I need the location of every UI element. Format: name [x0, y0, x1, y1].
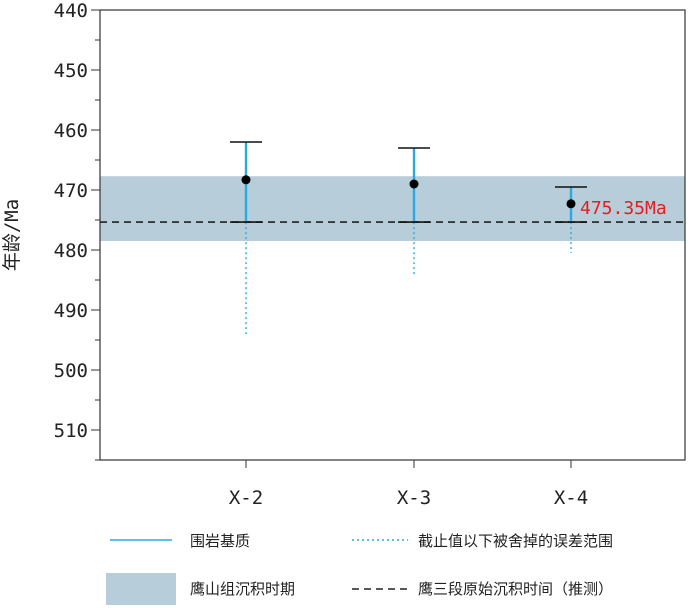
reference-line-label: 475.35Ma	[580, 198, 667, 219]
legend-label-deposition-time: 鹰三段原始沉积时间（推测）	[418, 580, 613, 598]
data-point	[566, 199, 576, 209]
legend-label-deposition-period: 鹰山组沉积时期	[190, 580, 295, 598]
y-tick-label: 480	[54, 240, 88, 262]
plot-area: 440 450 460 470 480 490 500 510 年龄/Ma X-2 X-3 X-4 47…	[1, 0, 686, 509]
x-tick-label: X-4	[554, 487, 588, 509]
y-axis-label: 年龄/Ma	[1, 199, 23, 271]
y-tick-label: 450	[54, 60, 88, 82]
y-tick-label: 510	[54, 420, 88, 442]
y-tick-label: 440	[54, 0, 88, 22]
deposition-band	[100, 176, 685, 241]
legend: 围岩基质 截止值以下被舍掉的误差范围 鹰山组沉积时期 鹰三段原始沉积时间（推测）	[106, 532, 613, 605]
data-point	[409, 179, 419, 189]
y-tick-label: 490	[54, 300, 88, 322]
x-tick-label: X-2	[229, 487, 263, 509]
plot-frame	[99, 9, 686, 461]
y-tick-label: 460	[54, 120, 88, 142]
legend-band-swatch	[106, 573, 176, 605]
y-tick-label: 500	[54, 360, 88, 382]
data-point	[241, 175, 251, 185]
x-tick-label: X-3	[397, 487, 431, 509]
legend-label-discarded-range: 截止值以下被舍掉的误差范围	[418, 532, 613, 550]
legend-label-matrix: 围岩基质	[190, 532, 250, 550]
y-tick-label: 470	[54, 180, 88, 202]
